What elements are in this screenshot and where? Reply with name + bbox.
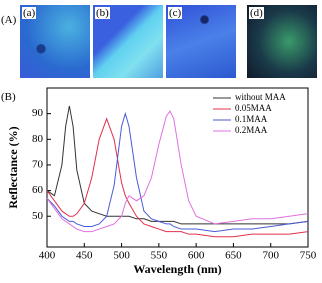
y-tick-label: 60: [32, 184, 44, 196]
y-tick-label: 50: [32, 210, 44, 222]
x-axis-label: Wavelength (nm): [133, 262, 221, 276]
y-axis-label: Reflectance (%): [6, 126, 20, 208]
plot-frame: [46, 87, 309, 248]
x-tick-label: 550: [151, 250, 168, 262]
line-series: [46, 117, 309, 238]
image-label: (d): [249, 7, 264, 19]
x-tick-label: 750: [300, 250, 317, 262]
legend-label: without MAA: [235, 92, 286, 102]
micrograph: (b): [93, 5, 163, 78]
panel-label: (B): [1, 91, 16, 103]
line-series: [46, 111, 309, 233]
image-label: (c): [168, 7, 183, 19]
image-label: (b): [95, 7, 110, 19]
line-series: [46, 105, 309, 225]
micrograph: (d): [247, 5, 317, 78]
x-tick-label: 400: [39, 250, 56, 262]
x-tick-label: 600: [188, 250, 205, 262]
micrograph: (c): [166, 5, 236, 78]
x-tick-label: 700: [262, 250, 279, 262]
legend-label: 0.2MAA: [235, 125, 268, 135]
line-series: [46, 110, 309, 233]
y-tick-label: 90: [32, 107, 44, 119]
panel-label: (A): [1, 14, 17, 26]
legend-label: 0.05MAA: [235, 103, 272, 113]
x-tick-label: 650: [225, 250, 242, 262]
y-tick-label: 70: [32, 158, 44, 170]
y-tick-label: 80: [32, 133, 44, 145]
x-tick-label: 450: [76, 250, 93, 262]
x-tick-label: 500: [113, 250, 130, 262]
image-label: (a): [22, 7, 37, 19]
micrograph: (a): [20, 5, 90, 78]
legend-label: 0.1MAA: [235, 114, 268, 124]
